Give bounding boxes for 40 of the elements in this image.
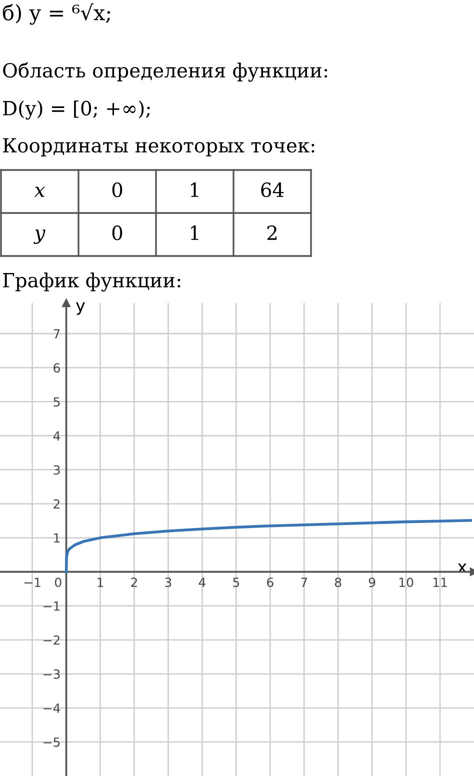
x-tick-label: 7 (301, 578, 308, 587)
x-tick-label: 4 (198, 578, 206, 587)
x-tick-label: 5 (233, 578, 240, 588)
x-tick-label: 9 (368, 578, 376, 588)
y-tick-label: 1 (54, 533, 60, 543)
text: D(y) = [0; +∞); (3, 100, 150, 120)
text: 1 (190, 182, 198, 197)
y-tick-label: −3 (44, 669, 60, 679)
text: 0 (112, 225, 122, 240)
x-tick-label: 0 (54, 578, 62, 588)
y-tick-label: 5 (54, 397, 60, 407)
y-tick-label: −5 (44, 738, 60, 747)
text: 2 (267, 225, 277, 240)
x-tick-label: 8 (334, 578, 342, 588)
x-tick-label: 2 (131, 578, 137, 587)
x-tick-label: 10 (399, 578, 414, 588)
x-tick-label: 1 (98, 578, 104, 587)
y-tick-label: −4 (44, 704, 60, 713)
text: График функции: (3, 272, 180, 292)
text: Область определения функции: (3, 62, 328, 82)
text: 0 (112, 182, 122, 198)
y-tick-label: 3 (54, 465, 60, 475)
text: Координаты некоторых точек: (3, 138, 314, 156)
chart-title: б) y = ⁶√x; (2, 3, 110, 25)
y-tick-label: 4 (53, 431, 60, 440)
y-tick-label: 7 (54, 329, 60, 338)
text: 64 (261, 182, 284, 198)
y-tick-label: 2 (54, 499, 60, 509)
x-tick-label: −1 (24, 578, 40, 587)
y-tick-label: −2 (44, 635, 60, 645)
y-axis-title: y (76, 302, 85, 315)
line-series (64, 519, 472, 574)
text: 1 (190, 225, 198, 240)
y-tick-label: −1 (44, 601, 60, 611)
x-tick-label: 11 (433, 578, 447, 587)
text: x (34, 186, 45, 197)
x-tick-label: 6 (267, 578, 274, 588)
text: y (34, 229, 46, 244)
y-tick-label: 6 (54, 363, 60, 373)
x-tick-label: 3 (165, 578, 172, 588)
